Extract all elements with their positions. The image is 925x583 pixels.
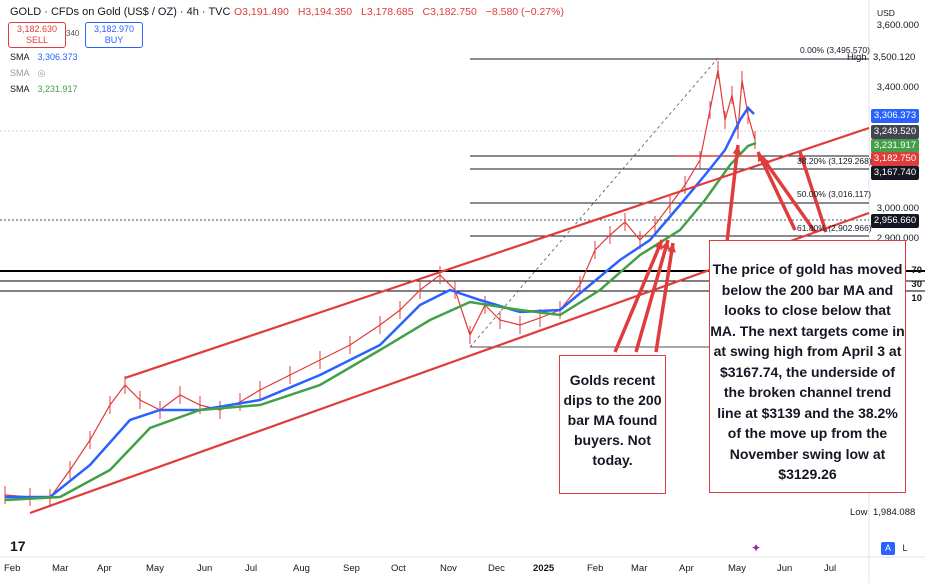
time-label: Feb	[587, 563, 604, 574]
auto-scale-button[interactable]: A	[881, 542, 895, 555]
sma-legend-2[interactable]: SMA ◎	[10, 68, 46, 78]
arrow-shaft	[798, 151, 828, 233]
price-label: 3,000.000	[876, 203, 919, 214]
buy-button[interactable]: 3,182.970 BUY	[85, 22, 143, 48]
eye-icon: ◎	[37, 68, 46, 78]
annotation-arrows	[613, 144, 828, 353]
arrow-shaft	[725, 144, 740, 243]
arrow-head	[667, 243, 676, 253]
low-value: 1,984.088	[873, 507, 916, 518]
time-label: Aug	[293, 563, 310, 574]
sell-price: 3,182.630	[16, 24, 58, 34]
spread-value: 340	[66, 29, 80, 38]
time-label: May	[728, 563, 746, 574]
buy-price: 3,182.970	[93, 24, 135, 34]
edge-label: 30	[911, 279, 922, 290]
high-label: High	[847, 52, 867, 63]
events-icon[interactable]: ✦	[751, 541, 762, 555]
time-label: Feb	[4, 563, 21, 574]
high-value: H3,194.350	[297, 6, 353, 18]
sma-legend-1[interactable]: SMA 3,306.373	[10, 52, 78, 62]
fib-label-382: 38.20% (3,129.268)	[797, 156, 872, 166]
time-label: Apr	[679, 563, 694, 574]
time-label: Mar	[631, 563, 648, 574]
swing-high-tag: 3,167.740	[871, 166, 919, 180]
low-value: L3,178.685	[361, 6, 414, 18]
open-value: O3,191.490	[234, 6, 289, 18]
blue-ma-tag: 3,306.373	[871, 109, 919, 123]
dips-annotation: Golds recent dips to the 200 bar MA foun…	[559, 355, 666, 494]
tradingview-logo[interactable]: 17	[10, 538, 26, 554]
low-label: Low	[850, 507, 868, 518]
time-label: Oct	[391, 563, 406, 574]
channel-upper	[124, 126, 870, 380]
sma-green-line	[4, 141, 757, 502]
arrow-shaft	[760, 155, 817, 234]
price-tag: 3,249.520	[871, 125, 919, 139]
ohlc-readout: O3,191.490 H3,194.350 L3,178.685 C3,182.…	[234, 6, 564, 18]
time-label: Apr	[97, 563, 112, 574]
price-label: 3,600.000	[876, 20, 919, 31]
sell-button[interactable]: 3,182.630 SELL	[8, 22, 66, 48]
sell-label: SELL	[25, 35, 49, 45]
buy-label: BUY	[104, 35, 124, 45]
edge-label: 70	[911, 265, 922, 276]
change-value: −8.580 (−0.27%)	[485, 6, 564, 18]
main-annotation: The price of gold has moved below the 20…	[709, 240, 906, 493]
edge-label: 10	[911, 293, 922, 304]
price-label: 3,400.000	[876, 82, 919, 93]
time-label: Jul	[824, 563, 837, 574]
arrow-shaft	[654, 242, 675, 353]
time-label: May	[146, 563, 164, 574]
arrow-head	[732, 145, 742, 155]
arrow-shaft	[613, 239, 664, 353]
currency-selector[interactable]: USD	[877, 8, 895, 18]
close-value: C3,182.750	[422, 6, 477, 18]
price-label: 2,900.000	[876, 233, 919, 244]
high-value: 3,500.120	[873, 52, 916, 63]
arrow-head	[757, 152, 766, 162]
level-tag: 2,956.660	[871, 214, 919, 228]
log-scale-button[interactable]: L	[902, 543, 908, 553]
arrow-head	[654, 240, 663, 250]
arrow-shaft	[634, 239, 670, 353]
fib-label-50: 50.00% (3,016.117)	[797, 189, 872, 199]
time-label: 2025	[533, 563, 555, 574]
time-label: Sep	[343, 563, 360, 574]
time-label: Dec	[488, 563, 505, 574]
fib-label-0: 0.00% (3,495.570)	[800, 45, 870, 55]
time-label: Jul	[245, 563, 258, 574]
last-price-tag: 3,182.750	[871, 152, 919, 166]
time-label: Nov	[440, 563, 457, 574]
arrow-shaft	[756, 151, 797, 231]
green-ma-tag: 3,231.917	[871, 139, 919, 153]
sma-blue-line	[5, 106, 755, 499]
sma-legend-3[interactable]: SMA 3,231.917	[10, 84, 78, 94]
time-label: Jun	[197, 563, 213, 574]
time-label: Jun	[777, 563, 793, 574]
time-label: Mar	[52, 563, 69, 574]
arrow-head	[661, 240, 670, 250]
fib-label-618: 61.80% (2,902.966)	[797, 223, 872, 233]
arrow-head	[798, 152, 807, 162]
symbol-title[interactable]: GOLD · CFDs on Gold (US$ / OZ) · 4h · TV…	[10, 6, 231, 18]
moving-averages	[4, 106, 757, 502]
